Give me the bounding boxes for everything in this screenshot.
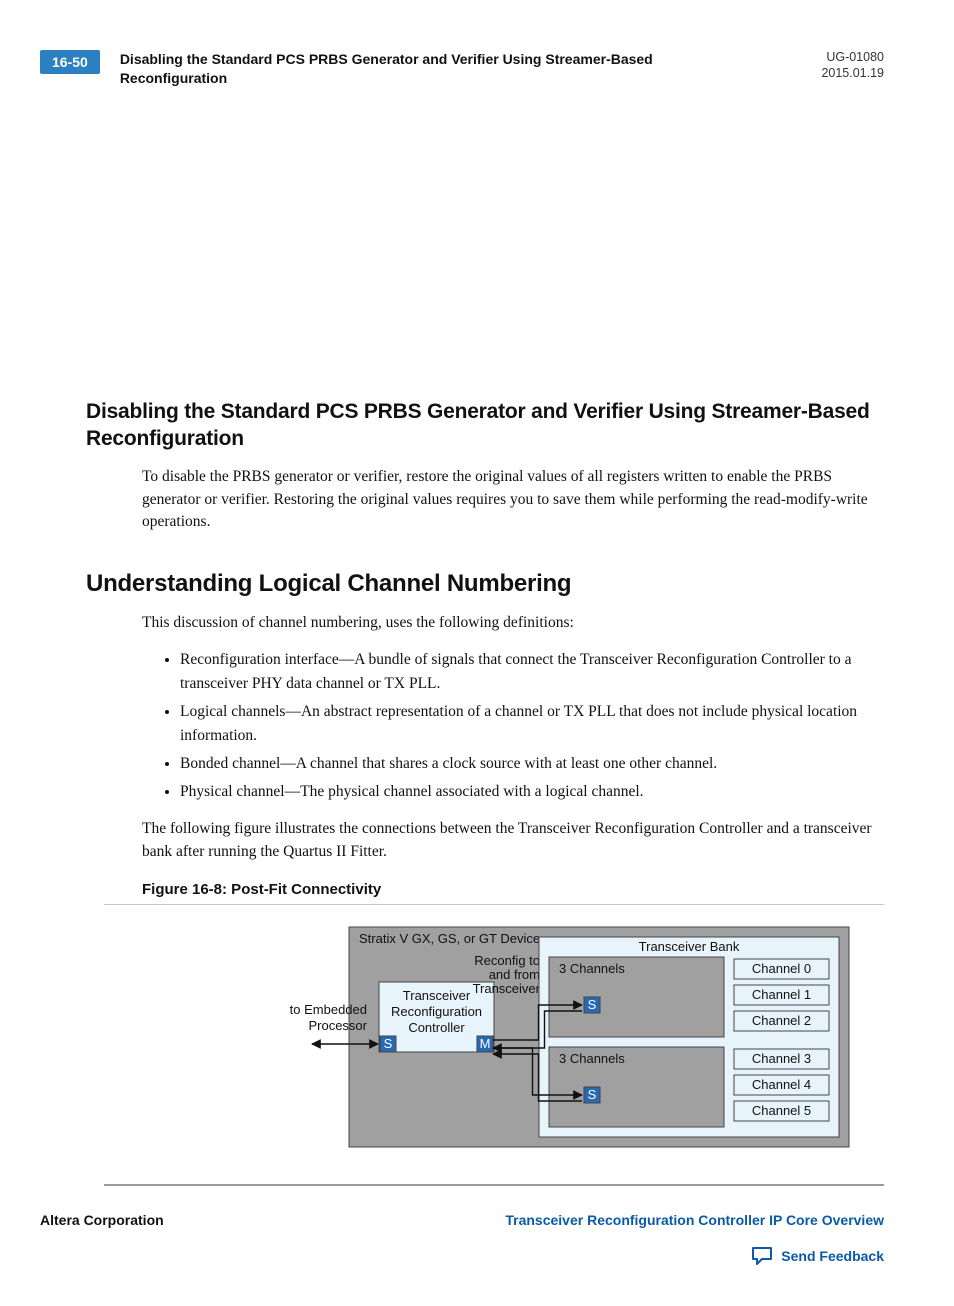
svg-text:Channel 5: Channel 5 [752, 1103, 811, 1118]
svg-text:Processor: Processor [308, 1018, 367, 1033]
svg-text:S: S [588, 1087, 597, 1102]
divider [104, 904, 884, 905]
footer-corp: Altera Corporation [40, 1212, 164, 1228]
svg-text:Reconfiguration: Reconfiguration [391, 1004, 482, 1019]
list-item: Physical channel—The physical channel as… [180, 780, 884, 804]
divider [104, 1184, 884, 1186]
section-heading-disable: Disabling the Standard PCS PRBS Generato… [86, 398, 884, 453]
send-feedback-label: Send Feedback [781, 1248, 884, 1264]
send-feedback[interactable]: Send Feedback [40, 1246, 884, 1266]
page-number-badge: 16-50 [40, 50, 100, 74]
running-title: Disabling the Standard PCS PRBS Generato… [120, 50, 680, 88]
svg-text:and from: and from [489, 967, 540, 982]
page-header: 16-50 Disabling the Standard PCS PRBS Ge… [40, 50, 884, 88]
definition-list: Reconfiguration interface—A bundle of si… [162, 648, 884, 804]
svg-text:Controller: Controller [408, 1020, 465, 1035]
post-fit-connectivity-svg: Stratix V GX, GS, or GT Device Transceive… [104, 917, 904, 1167]
paragraph: The following figure illustrates the con… [142, 818, 884, 863]
svg-text:Reconfig to: Reconfig to [474, 953, 540, 968]
svg-text:Transceiver: Transceiver [403, 988, 471, 1003]
list-item: Reconfiguration interface—A bundle of si… [180, 648, 884, 696]
svg-text:3 Channels: 3 Channels [559, 961, 625, 976]
svg-text:Channel 2: Channel 2 [752, 1013, 811, 1028]
section-heading-logical: Understanding Logical Channel Numbering [86, 570, 884, 598]
header-meta: UG-01080 2015.01.19 [821, 50, 884, 80]
doc-date: 2015.01.19 [821, 66, 884, 80]
page: 16-50 Disabling the Standard PCS PRBS Ge… [0, 0, 954, 1306]
svg-text:S: S [588, 997, 597, 1012]
paragraph: This discussion of channel numbering, us… [142, 612, 884, 634]
svg-text:Stratix V GX, GS, or GT Device: Stratix V GX, GS, or GT Device [359, 931, 540, 946]
figure-diagram: Stratix V GX, GS, or GT Device Transceive… [104, 917, 884, 1172]
figure-caption: Figure 16-8: Post-Fit Connectivity [142, 881, 884, 898]
list-item: Logical channels—An abstract representat… [180, 700, 884, 748]
svg-text:Channel 3: Channel 3 [752, 1051, 811, 1066]
svg-text:S: S [384, 1036, 393, 1051]
list-item: Bonded channel—A channel that shares a c… [180, 752, 884, 776]
doc-id: UG-01080 [821, 50, 884, 64]
paragraph: To disable the PRBS generator or verifie… [142, 466, 884, 533]
svg-text:Channel 0: Channel 0 [752, 961, 811, 976]
svg-text:Transceiver Bank: Transceiver Bank [639, 939, 740, 954]
svg-text:3 Channels: 3 Channels [559, 1051, 625, 1066]
footer-link[interactable]: Transceiver Reconfiguration Controller I… [505, 1212, 884, 1228]
svg-text:Transceiver: Transceiver [473, 981, 541, 996]
svg-text:M: M [480, 1036, 491, 1051]
page-footer: Altera Corporation Transceiver Reconfigu… [40, 1212, 884, 1228]
svg-text:to Embedded: to Embedded [290, 1002, 367, 1017]
svg-text:Channel 4: Channel 4 [752, 1077, 811, 1092]
svg-text:Channel 1: Channel 1 [752, 987, 811, 1002]
feedback-icon [751, 1246, 773, 1266]
